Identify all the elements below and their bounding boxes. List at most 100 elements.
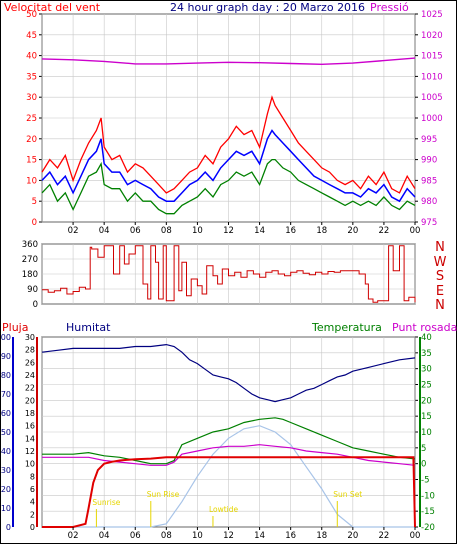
temperature-y-tick-label: 20 (421, 396, 432, 406)
rain-y-tick-label: 20 (25, 396, 35, 405)
rain-line (42, 456, 416, 528)
wind-direction-line (42, 245, 416, 303)
temperature-y-tick-label: 35 (421, 349, 432, 359)
pressure-y-tick-label: 1020 (421, 31, 443, 41)
rain-y-tick-label: 4 (30, 498, 35, 507)
dew-point-label: Punt rosada (392, 321, 457, 334)
rain-y-tick-label: 22 (25, 384, 35, 393)
solar-curve (42, 425, 415, 528)
x-tick-label: 06 (130, 531, 141, 541)
temperature-y-tick-label: -5 (421, 476, 429, 486)
temperature-y-tick-label: -15 (421, 507, 435, 517)
x-tick-label: 06 (130, 226, 141, 236)
pressure-y-tick-label: 990 (421, 156, 437, 166)
wind-y-tick-label: 35 (26, 72, 37, 82)
temperature-y-tick-label: 0 (421, 460, 426, 470)
compass-label: S (436, 269, 444, 284)
x-tick-label: 12 (223, 531, 234, 541)
wind-chart-title: 24 hour graph day : 20 Marzo 2016 (170, 1, 365, 14)
humidity-label: Humitat (66, 321, 111, 334)
humidity-y-tick-label: 50 (1, 428, 11, 437)
rain-y-tick-label: 14 (25, 434, 35, 443)
x-tick-label: 22 (379, 531, 390, 541)
temperature-label: Temperatura (311, 321, 382, 334)
humidity-y-tick-label: 10 (1, 504, 11, 513)
rain-y-tick-label: 26 (25, 358, 35, 367)
x-tick-label: 16 (285, 531, 296, 541)
temperature-y-tick-label: -20 (421, 523, 435, 533)
sun-event-label: Sun Set (333, 490, 362, 499)
sun-event-label: Sun Rise (147, 490, 180, 499)
x-tick-label: 12 (223, 226, 234, 236)
rain-y-tick-label: 24 (25, 371, 35, 380)
humidity-y-tick-label: 90 (1, 352, 11, 361)
pressure-line (41, 57, 416, 66)
temperature-y-tick-label: -10 (421, 491, 435, 501)
x-tick-label: 18 (316, 226, 327, 236)
pressure-y-tick-label: 980 (421, 197, 437, 207)
x-tick-label: 14 (254, 226, 265, 236)
rain-y-tick-label: 16 (25, 422, 35, 431)
x-tick-label: 04 (99, 226, 110, 236)
x-tick-label: 18 (316, 531, 327, 541)
pressure-y-tick-label: 995 (421, 135, 437, 145)
pressure-y-tick-label: 1015 (421, 52, 443, 62)
x-tick-label: 02 (68, 226, 79, 236)
humidity-y-tick-label: 20 (1, 485, 11, 494)
x-tick-label: 14 (254, 531, 265, 541)
humidity-temperature-panel: -20-15-10-505101520253035400102030405060… (0, 333, 435, 541)
temperature-y-tick-label: 25 (421, 381, 432, 391)
x-tick-label: 04 (99, 531, 110, 541)
humidity-line (41, 343, 416, 403)
humidity-y-tick-label: 100 (0, 333, 11, 342)
x-tick-label: 20 (347, 226, 358, 236)
x-tick-label: 10 (192, 531, 203, 541)
wind-y-tick-label: 0 (32, 218, 37, 228)
humidity-y-tick-label: 60 (1, 409, 11, 418)
rain-label: Pluja (2, 321, 28, 334)
compass-label: E (436, 284, 444, 299)
wind-y-tick-label: 20 (26, 135, 37, 145)
rain-y-tick-label: 0 (30, 523, 35, 532)
wind-y-tick-label: 50 (26, 10, 37, 20)
pressure-y-tick-label: 1000 (421, 114, 443, 124)
wind-right-label: Pressió (370, 1, 409, 14)
x-tick-label: 08 (161, 226, 172, 236)
x-tick-label: 00 (410, 531, 421, 541)
temperature-y-tick-label: 5 (421, 444, 426, 454)
humidity-y-tick-label: 0 (6, 523, 11, 532)
rain-y-tick-label: 12 (25, 447, 35, 456)
temperature-line (42, 417, 416, 465)
x-tick-label: 00 (410, 226, 421, 236)
rain-y-tick-label: 28 (25, 346, 35, 355)
rain-y-tick-label: 10 (25, 460, 35, 469)
temperature-y-tick-label: 10 (421, 428, 432, 438)
rain-y-tick-label: 8 (30, 472, 35, 481)
x-tick-label: 16 (285, 226, 296, 236)
compass-label: N (435, 240, 445, 255)
sun-event-label: Lowtide (209, 505, 239, 514)
wind-pressure-panel: 0510152025303540455097598098599099510001… (26, 10, 442, 236)
pressure-y-tick-label: 985 (421, 176, 437, 186)
wind-average-line (41, 129, 416, 203)
rain-y-tick-label: 2 (30, 510, 35, 519)
wind-left-label: Velocitat del vent (4, 1, 101, 14)
rain-y-tick-label: 30 (25, 333, 35, 342)
direction-y-tick-label: 90 (27, 285, 38, 295)
x-tick-label: 02 (68, 531, 79, 541)
direction-y-tick-label: 360 (22, 240, 38, 250)
x-tick-label: 10 (192, 226, 203, 236)
humidity-y-tick-label: 30 (1, 466, 11, 475)
wind-y-tick-label: 40 (26, 52, 37, 62)
direction-y-tick-label: 180 (22, 270, 38, 280)
compass-label: N (435, 298, 445, 313)
humidity-y-tick-label: 70 (1, 390, 11, 399)
temperature-y-tick-label: 30 (421, 365, 432, 375)
sun-event-label: Sunrise (92, 498, 120, 507)
rain-y-tick-label: 18 (25, 409, 35, 418)
humidity-y-tick-label: 80 (1, 371, 11, 380)
wind-gust-line (41, 95, 416, 194)
direction-y-tick-label: 270 (22, 255, 38, 265)
